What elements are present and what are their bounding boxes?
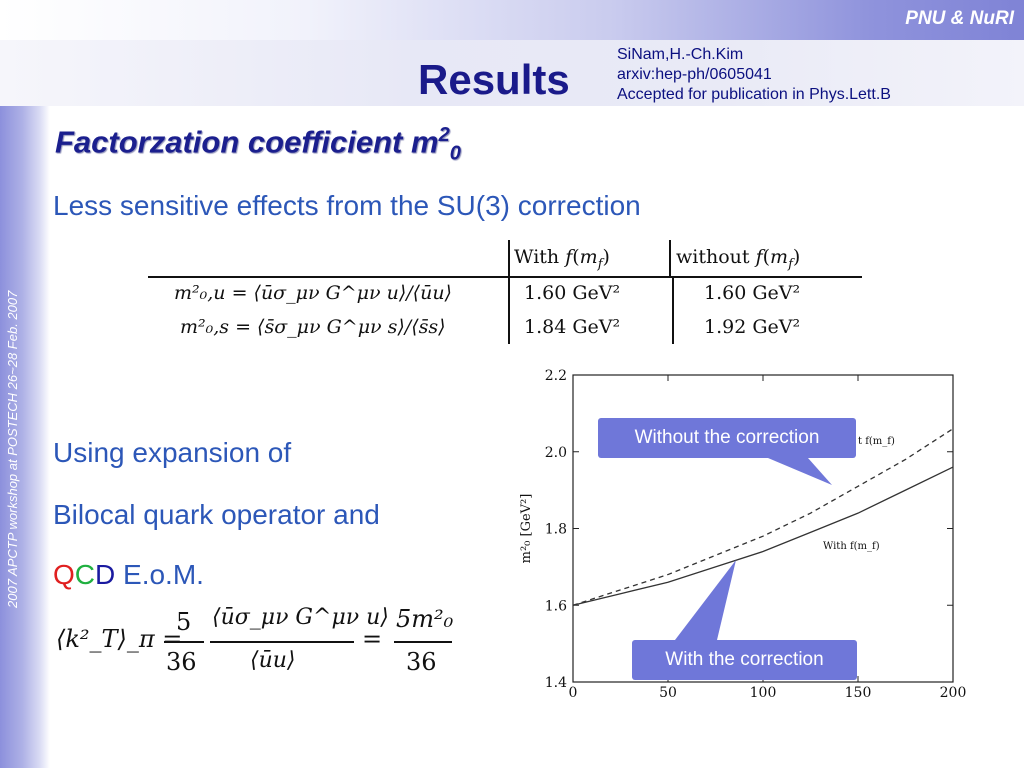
- formula-equals: =: [362, 625, 383, 653]
- table-row-1-label: m²₀,u = ⟨ūσ_μν G^μν u⟩/⟨ūu⟩: [174, 282, 452, 304]
- table-header-with: With f(mf): [514, 246, 610, 272]
- x-tick-label-1: 50: [659, 685, 677, 700]
- slide-title: Results: [418, 56, 570, 103]
- table-divider-1: [508, 240, 510, 344]
- x-tick-label-0: 0: [569, 685, 578, 700]
- subtitle-text: Factorzation coefficient m: [55, 124, 439, 160]
- formula-lhs: ⟨k²_T⟩_π =: [56, 625, 183, 653]
- left-gradient-bar: [0, 106, 50, 768]
- body-line-qcd: QCD E.o.M.: [53, 559, 204, 591]
- workshop-vertical-text: 2007 APCTP workshop at POSTECH 26~28 Feb…: [5, 290, 20, 608]
- formula-frac1-bar: [164, 641, 204, 643]
- table-row-2-without: 1.92 GeV²: [704, 316, 801, 338]
- subtitle-sub: 0: [449, 142, 461, 165]
- table-row-2-with: 1.84 GeV²: [524, 316, 621, 338]
- table-row-2-label: m²₀,s = ⟨s̄σ_μν G^μν s⟩/⟨s̄s⟩: [180, 316, 446, 338]
- callout-pointer-without: [768, 458, 832, 485]
- qcd-c: C: [74, 559, 96, 590]
- m0-chart: 0 50 100 150 200 1.4 1.6 1.8 2.0 2.2 m²₀ [GeV²] Wit…: [519, 368, 967, 700]
- subtitle-sup: 2: [438, 124, 450, 146]
- qcd-rest: E.o.M.: [115, 559, 204, 590]
- series-line-0: [572, 466, 954, 606]
- reference-journal: Accepted for publication in Phys.Lett.B: [617, 86, 891, 103]
- table-header-rule: [148, 276, 862, 278]
- qcd-q: Q: [53, 559, 75, 590]
- table-row-1-without: 1.60 GeV²: [704, 282, 801, 304]
- y-tick-label-2: 1.8: [545, 522, 567, 538]
- in-plot-label-without: t f(m_f): [858, 436, 895, 447]
- reference-authors: SiNam,H.-Ch.Kim: [617, 46, 744, 63]
- formula-frac2-bar: [210, 641, 354, 643]
- brand-label: PNU & NuRI: [905, 8, 1014, 29]
- callout-without-correction: Without the correction: [598, 418, 856, 458]
- formula-frac2-den: ⟨ūu⟩: [250, 648, 296, 673]
- x-tick-label-2: 100: [750, 685, 777, 700]
- y-tick-label-4: 2.2: [545, 368, 567, 384]
- table-header-without: without f(mf): [676, 246, 801, 272]
- y-tick-label-0: 1.4: [545, 675, 567, 691]
- section-subtitle: Factorzation coefficient m20: [55, 124, 461, 166]
- formula-frac1-den: 36: [166, 648, 197, 676]
- callout-with-correction: With the correction: [632, 640, 857, 680]
- table-divider-2: [669, 240, 671, 276]
- results-table: With f(mf) without f(mf) m²₀,u = ⟨ūσ_μν …: [148, 240, 862, 344]
- reference-arxiv: arxiv:hep-ph/0605041: [617, 66, 772, 83]
- y-tick-label-3: 2.0: [545, 445, 567, 461]
- y-tick-label-1: 1.6: [545, 598, 567, 614]
- x-tick-label-4: 200: [940, 685, 967, 700]
- body-line-2: Using expansion of: [53, 437, 292, 468]
- table-divider-3: [672, 276, 674, 344]
- formula-frac1-num: 5: [176, 608, 192, 636]
- qcd-d: D: [95, 559, 116, 590]
- formula-frac3-den: 36: [406, 648, 437, 676]
- x-tick-label-3: 150: [845, 685, 872, 700]
- in-plot-label-with: With f(m_f): [823, 541, 880, 552]
- body-line-3: Bilocal quark operator and: [53, 499, 380, 530]
- table-row-1-with: 1.60 GeV²: [524, 282, 621, 304]
- top-gradient-bar: PNU & NuRI: [0, 0, 1024, 40]
- title-strip: [0, 40, 1024, 106]
- callout-pointer-with: [675, 560, 736, 640]
- y-axis-label: m²₀ [GeV²]: [519, 494, 534, 564]
- formula-frac2-num: ⟨ūσ_μν G^μν u⟩: [212, 605, 389, 630]
- formula-frac3-bar: [394, 641, 452, 643]
- formula-frac3-num: 5m²₀: [396, 605, 454, 633]
- series-line-1: [572, 428, 954, 606]
- body-line-1: Less sensitive effects from the SU(3) co…: [53, 190, 641, 221]
- reference-block: SiNam,H.-Ch.Kim arxiv:hep-ph/0605041 Acc…: [617, 45, 891, 105]
